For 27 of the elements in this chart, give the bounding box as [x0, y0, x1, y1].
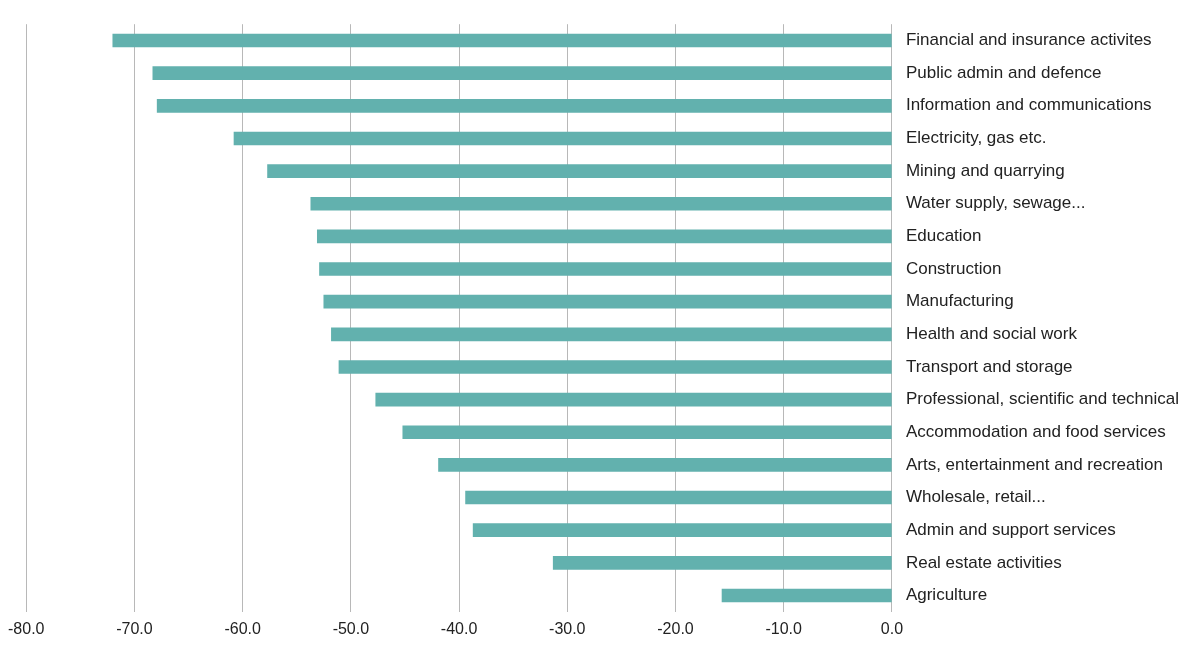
x-tick-label: -50.0 [332, 619, 370, 637]
x-tick-label: -10.0 [765, 619, 803, 637]
x-tick-label: -20.0 [657, 619, 694, 637]
x-tick-label: -30.0 [549, 619, 586, 637]
y-tick-label: Mining and quarrying [905, 160, 1065, 180]
y-tick-label: Information and communications [905, 95, 1152, 115]
y-tick-label: Education [905, 226, 982, 246]
y-tick-label: Water supply, sewage... [905, 193, 1086, 213]
x-tick-label: 0.0 [880, 619, 904, 637]
y-tick-label: Arts, entertainment and recreation [905, 454, 1163, 474]
y-tick-label: Real estate activities [905, 552, 1062, 572]
x-tick-label: -40.0 [440, 619, 478, 637]
y-tick-label: Agriculture [905, 585, 988, 605]
y-tick-label: Construction [905, 258, 1002, 278]
y-tick-label: Transport and storage [905, 356, 1073, 376]
y-tick-label: Electricity, gas etc. [905, 128, 1047, 148]
y-tick-label: Manufacturing [905, 291, 1014, 311]
x-tick-label: -80.0 [8, 619, 45, 637]
y-tick-label: Wholesale, retail... [905, 487, 1046, 507]
y-tick-label: Financial and insurance activites [905, 30, 1152, 50]
x-tick-label: -60.0 [224, 619, 261, 637]
y-tick-label: Professional, scientific and technical [905, 389, 1180, 409]
y-tick-label: Accommodation and food services [905, 421, 1166, 441]
x-tick-label: -70.0 [116, 619, 153, 637]
y-tick-label: Admin and support services [905, 519, 1116, 539]
y-tick-label: Public admin and defence [905, 62, 1102, 82]
y-tick-label: Health and social work [905, 324, 1078, 344]
